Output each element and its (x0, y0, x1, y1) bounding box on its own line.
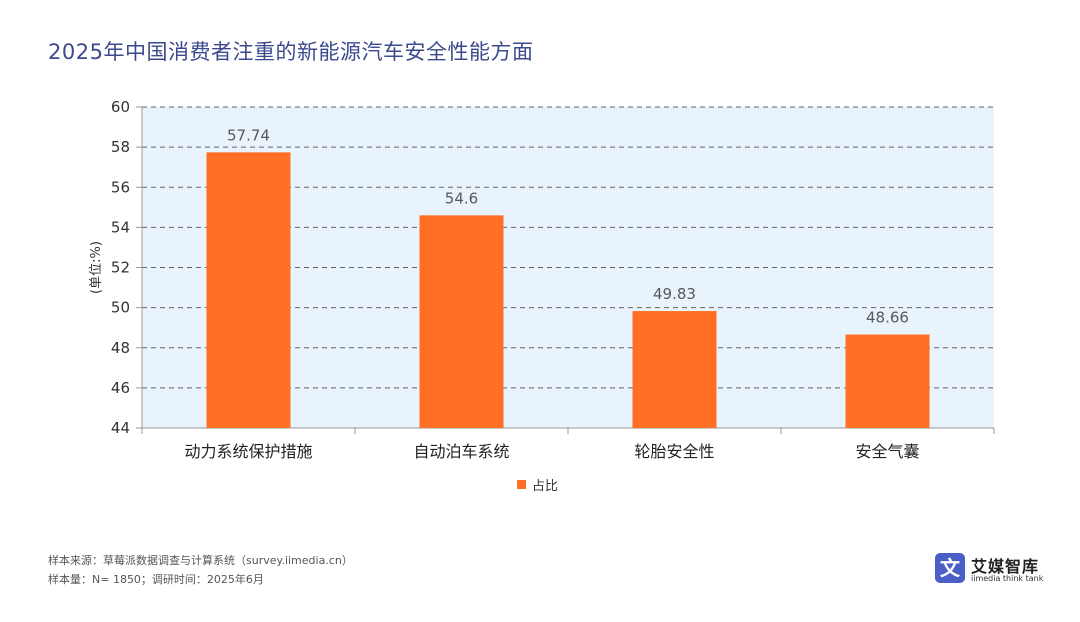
logo-name: 艾媒智库 (971, 557, 1040, 576)
y-tick-label: 52 (111, 259, 130, 277)
x-tick-label: 安全气囊 (855, 442, 919, 461)
legend-label: 占比 (532, 479, 558, 494)
y-tick-label: 54 (111, 218, 130, 236)
y-tick-label: 58 (111, 138, 130, 156)
legend-swatch (517, 480, 526, 489)
bar (206, 152, 291, 428)
data-label: 49.83 (653, 285, 696, 303)
brand-logo: 文 艾媒智库 iimedia think tank (935, 553, 1045, 587)
y-tick-label: 60 (111, 98, 130, 116)
y-tick-label: 50 (111, 299, 130, 317)
chart-title: 2025年中国消费者注重的新能源汽车安全性能方面 (48, 40, 534, 64)
data-label: 48.66 (866, 309, 909, 327)
y-axis-label: (单位:%) (89, 241, 104, 294)
logo-subtitle: iimedia think tank (971, 574, 1044, 583)
data-label: 57.74 (227, 126, 270, 144)
y-tick-label: 48 (111, 339, 130, 357)
y-tick-label: 56 (111, 178, 130, 196)
x-tick-label: 自动泊车系统 (413, 442, 509, 461)
footer-source: 样本来源：草莓派数据调查与计算系统（survey.iimedia.cn） (48, 554, 353, 567)
bar (419, 215, 504, 428)
data-label: 54.6 (445, 189, 478, 207)
bar-chart: 44 46 48 50 52 54 56 58 60 (单位:%) 57.74 动力系统保护措施 54.… (89, 98, 995, 494)
footer-sample: 样本量：N= 1850；调研时间：2025年6月 (48, 573, 264, 586)
y-tick-label: 44 (111, 419, 130, 437)
logo-mark-icon: 文 (935, 553, 965, 583)
x-tick-label: 动力系统保护措施 (184, 442, 312, 461)
y-tick-label: 46 (111, 379, 130, 397)
x-tick-label: 轮胎安全性 (634, 442, 714, 461)
bar (632, 311, 717, 428)
bar (845, 334, 930, 428)
